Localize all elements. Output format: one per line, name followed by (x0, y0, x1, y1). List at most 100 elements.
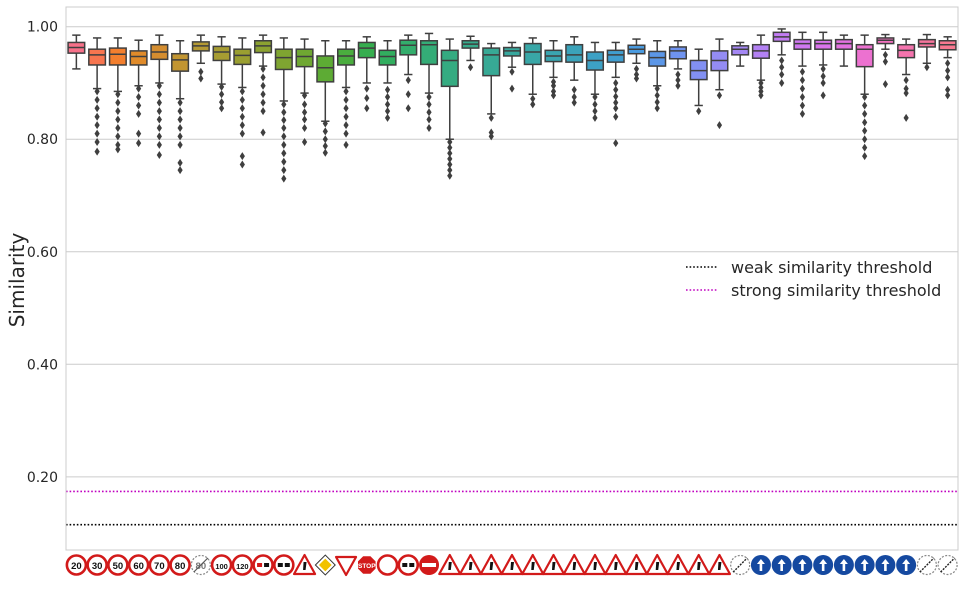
x-tick-sign-icons: 20 30 50 60 70 80 80 100 120 STOP (65, 553, 958, 577)
outlier-point (799, 84, 806, 93)
outlier-point (488, 113, 494, 122)
box-body (814, 39, 833, 50)
sign-vehicle (277, 563, 283, 567)
outlier-point (426, 93, 432, 102)
sign-vehicle (409, 563, 415, 567)
ahead-only-icon (792, 555, 813, 575)
outlier-point (799, 93, 806, 102)
outlier-point (136, 109, 142, 118)
outlier-point (779, 56, 785, 65)
box-body (834, 38, 853, 50)
ice-snow-icon (687, 553, 711, 576)
sign-arrow (860, 559, 869, 571)
sign-slash (940, 557, 956, 573)
box-body (399, 39, 418, 56)
sign-vehicle (402, 563, 408, 567)
outlier-point (177, 140, 183, 149)
outlier-point (903, 113, 909, 122)
outlier-point (260, 98, 266, 107)
box-plot (834, 34, 853, 67)
sign-ring (273, 554, 295, 576)
outlier-point (281, 157, 287, 166)
outlier-point (530, 94, 536, 103)
outlier-point (571, 93, 577, 102)
outlier-point (177, 107, 183, 116)
outlier-point (115, 90, 121, 99)
box-body (482, 47, 501, 77)
outlier-point (177, 123, 183, 132)
box-plot (316, 40, 335, 157)
box-plot (772, 28, 791, 87)
outlier-point (343, 129, 349, 138)
speed-limit-20-icon: 20 (65, 554, 88, 576)
sign-ring (107, 554, 129, 576)
box-body (502, 46, 522, 57)
outlier-point (198, 67, 204, 76)
outlier-point (571, 85, 577, 94)
road-work-icon (583, 553, 607, 576)
outlier-point (447, 160, 453, 169)
outlier-point (156, 123, 162, 132)
outlier-point (239, 95, 245, 104)
outlier-point (862, 109, 868, 118)
outlier-point (156, 132, 162, 141)
outlier-point (301, 138, 308, 147)
box-body (648, 50, 667, 67)
box-plot (565, 36, 584, 107)
sign-arrow (798, 559, 807, 571)
outlier-point (364, 94, 370, 103)
sign-arrow (777, 559, 786, 571)
y-axis-label: Similarity (5, 233, 29, 328)
sign-arrow (756, 559, 765, 571)
outlier-point (218, 98, 225, 107)
outlier-point (177, 115, 183, 124)
outlier-point (239, 104, 245, 113)
sign-symbol (655, 562, 660, 570)
outlier-point (613, 92, 619, 101)
box-body (897, 43, 916, 59)
box-plot (523, 37, 542, 109)
outlier-point (301, 108, 308, 117)
plot-frame (65, 6, 959, 551)
outlier-point (592, 93, 598, 102)
y-tick-label: 1.00 (27, 20, 58, 36)
box-plots (67, 28, 957, 183)
outlier-point (447, 154, 453, 163)
sign-slash (193, 557, 209, 573)
outlier-point (322, 141, 328, 150)
box-plot (876, 33, 895, 89)
double-curve-icon (500, 553, 524, 576)
outlier-point (613, 112, 619, 121)
box-plot (917, 33, 936, 72)
outlier-point (136, 93, 142, 102)
sign-arrow (881, 559, 890, 571)
outlier-point (94, 104, 100, 113)
outlier-point (115, 132, 121, 141)
outlier-point (301, 91, 308, 100)
box-plot (440, 38, 459, 180)
box-body (357, 41, 376, 59)
outlier-point (820, 64, 826, 73)
outlier-point (343, 112, 349, 121)
box-plot (274, 37, 293, 183)
outlier-point (281, 140, 287, 149)
outlier-point (281, 116, 287, 125)
outlier-point (405, 76, 411, 85)
priority-road-icon (314, 554, 336, 576)
speed-limit-70-icon: 70 (148, 554, 171, 576)
box-body (171, 52, 190, 72)
outlier-point (384, 100, 391, 109)
y-tick-label: 0.20 (27, 470, 58, 486)
box-plot (254, 34, 273, 137)
outlier-point (343, 121, 349, 130)
outlier-point (281, 100, 287, 109)
outlier-point (945, 85, 951, 94)
outlier-point (447, 166, 453, 175)
slippery-road-icon (541, 553, 566, 576)
sign-number: 120 (236, 562, 249, 571)
outlier-point (716, 91, 723, 100)
outlier-point (426, 108, 432, 117)
sign-number: 20 (71, 561, 82, 572)
outlier-point (613, 139, 619, 148)
road-narrows-icon (562, 553, 586, 576)
